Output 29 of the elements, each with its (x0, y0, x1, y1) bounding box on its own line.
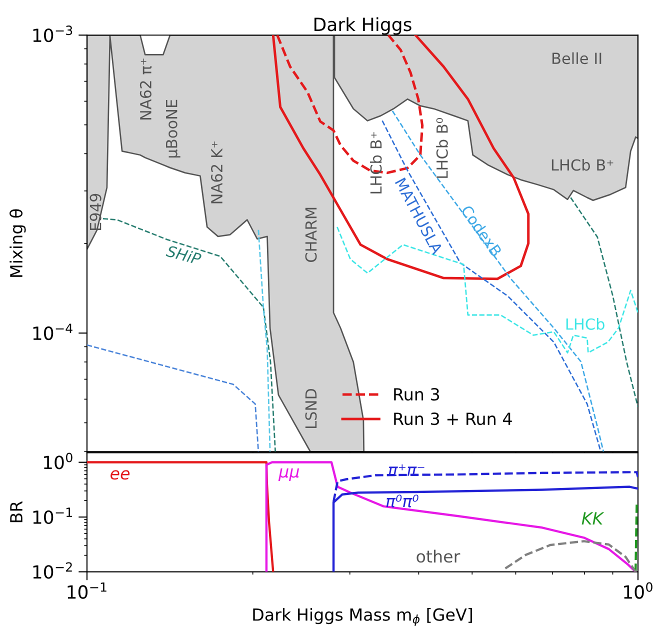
y-tick-label: 10$^{0}$ (44, 452, 72, 470)
annotation: μμ (278, 468, 300, 481)
annotation: NA62 K⁺ (210, 141, 223, 204)
y-axis-title: BR (10, 501, 22, 522)
chart-title: Dark Higgs (314, 17, 412, 35)
x-axis-title: Dark Higgs Mass m$_{ϕ}$ [GeV] (253, 608, 472, 626)
annotation: KK (582, 512, 604, 524)
annotation: μBooNE (166, 100, 180, 158)
annotation: NA62 π⁺ (140, 58, 152, 120)
annotation: LSND (305, 388, 317, 428)
annotation: Belle II (552, 52, 602, 64)
line-series (258, 229, 271, 452)
annotation: ee (110, 470, 130, 480)
legend-label: Run 3 (394, 388, 440, 401)
y-tick-label: 10$^{−4}$ (33, 324, 72, 340)
y-axis-title: Mixing θ (10, 209, 26, 277)
annotation: other (416, 550, 460, 563)
annotation: LHCb (566, 318, 604, 330)
y-tick-label: 10$^{−2}$ (33, 562, 72, 579)
annotation: CHARM (305, 208, 317, 262)
y-tick-label: 10$^{−3}$ (33, 26, 72, 42)
annotation: LHCb B⁰ (436, 118, 448, 178)
annotation: LHCb B⁺ (552, 158, 614, 171)
annotation: LHCb B⁺ (370, 132, 382, 194)
annotation: E949 (90, 194, 102, 230)
annotation: π⁰π⁰ (386, 494, 418, 508)
y-tick-label: 10$^{−1}$ (33, 508, 72, 524)
annotation: SHiP (166, 244, 202, 266)
legend-label: Run 3 + Run 4 (394, 412, 512, 426)
